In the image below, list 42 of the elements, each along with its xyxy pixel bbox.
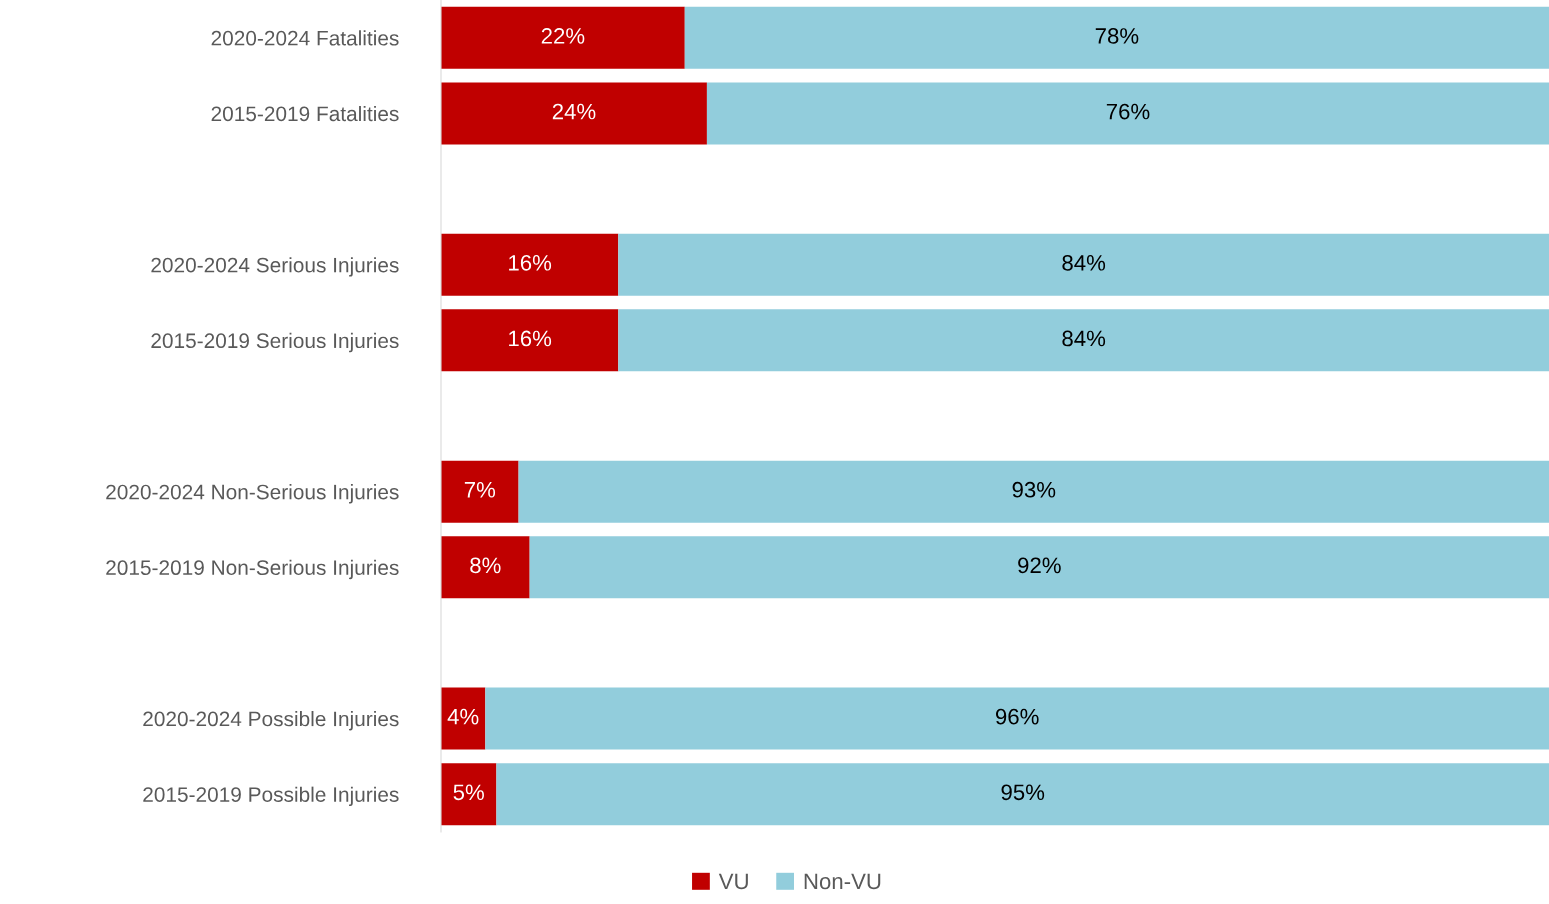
bar [441, 233, 619, 296]
bar [529, 536, 1549, 599]
y-tick-label: 2015-2019 Fatalities [211, 105, 399, 122]
bar [441, 309, 619, 372]
y-tick-label: 2020-2024 Serious Injuries [151, 257, 399, 277]
bar [485, 687, 1549, 750]
data-label: 76% [1106, 103, 1150, 120]
bar [618, 233, 1549, 296]
bar [441, 687, 486, 750]
data-label: 8% [470, 557, 501, 574]
bar [706, 82, 1549, 145]
legend-label: VU [718, 873, 748, 890]
bar [684, 6, 1549, 69]
data-label: 16% [509, 254, 552, 271]
y-tick-label: 2015-2019 Non-Serious Injuries [106, 559, 399, 580]
data-label: 24% [552, 103, 596, 120]
y-tick-label: 2020-2024 Fatalities [211, 30, 399, 46]
bar [441, 763, 497, 826]
data-label: 84% [1062, 254, 1106, 271]
bar [618, 309, 1549, 372]
data-label: 95% [1001, 784, 1045, 801]
data-label: 92% [1018, 557, 1061, 574]
y-tick-label: 2020-2024 Possible Injuries [143, 711, 399, 731]
bar [496, 763, 1549, 826]
data-label: 84% [1062, 330, 1106, 347]
bar [441, 460, 519, 523]
y-tick-label: 2015-2019 Serious Injuries [151, 332, 399, 353]
data-label: 78% [1095, 28, 1139, 44]
y-tick-label: 2015-2019 Possible Injuries [143, 786, 399, 807]
y-tick-label: 2020-2024 Non-Serious Injuries [106, 484, 399, 504]
data-label: 4% [447, 708, 479, 725]
data-label: 16% [509, 330, 552, 347]
data-label: 5% [453, 784, 484, 801]
data-label: 22% [541, 28, 585, 44]
data-label: 7% [464, 481, 496, 498]
bar [518, 460, 1549, 523]
bar [441, 82, 707, 145]
data-label: 93% [1012, 481, 1056, 498]
bar [441, 6, 685, 69]
legend-label: Non-VU [804, 873, 881, 890]
data-label: 96% [995, 708, 1039, 725]
bar [441, 536, 530, 599]
